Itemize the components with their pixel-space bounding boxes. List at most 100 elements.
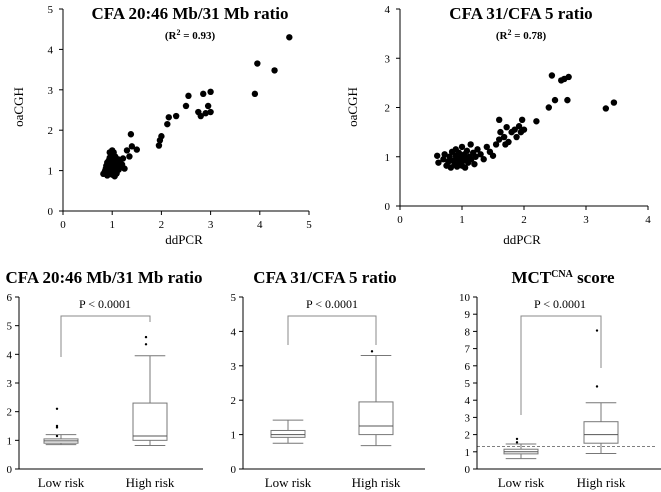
x-tick-label: 1 [459,214,465,226]
scatter-point [505,138,512,146]
scatter-point [564,96,571,104]
y-tick-label: 2 [48,125,54,137]
scatter-point [483,143,490,151]
y-tick-label: 9 [465,309,471,321]
outlier-point [370,350,374,353]
scatter-point [463,147,471,155]
x-tick-label: 3 [208,219,214,231]
scatter-point [434,152,441,159]
outlier-point [55,407,59,410]
scatter-point [251,90,259,98]
y-tick-label: 7 [465,344,471,356]
box-high-risk [358,350,394,447]
outlier-point [144,335,148,339]
box-high-risk [583,329,619,455]
scatter-point [103,166,110,173]
box-low-risk [503,437,539,460]
scatter-point [109,147,116,154]
y-tick-label: 2 [231,395,237,407]
y-tick-label: 4 [465,395,471,407]
scatter-point [158,133,165,140]
y-tick-label: 4 [7,349,13,361]
chart-title: CFA 20:46 Mb/31 Mb ratio [91,4,288,23]
scatter-point [461,164,469,171]
scatter-point [565,73,572,81]
box-high-risk [132,335,168,446]
x-tick-label: 4 [257,219,263,231]
y-tick-label: 0 [231,464,237,476]
scatter-point [440,156,447,163]
scatter-point [123,147,131,154]
scatter-point [165,114,172,121]
scatter-point [271,67,278,74]
scatter-panel-cfa31-cfa5: CFA 31/CFA 5 ratio (R2 = 0.78) ddPCR oaC… [345,4,651,247]
scatter-point [182,102,190,110]
y-tick-label: 3 [465,412,471,424]
scatter-point [164,120,171,128]
y-tick-label: 4 [385,4,391,16]
scatter-point [496,116,503,124]
scatter-point [477,151,484,158]
p-value-label: P < 0.0001 [534,297,586,311]
category-label: High risk [352,475,401,490]
outlier-point [595,329,599,332]
y-tick-label: 6 [465,361,471,373]
box-iqr [270,429,306,438]
boxplot-panel-mct-score: MCTCNA score P < 0.0001 Low risk High ris… [459,268,661,490]
outlier-point [55,424,59,428]
y-tick-label: 8 [465,326,471,338]
x-tick-label: 0 [60,219,66,231]
y-axis-label: oaCGH [11,87,26,127]
scatter-point [610,99,618,106]
x-tick-label: 2 [159,219,165,231]
chart-title: CFA 20:46 Mb/31 Mb ratio [5,268,202,287]
scatter-point [518,116,526,124]
scatter-point [128,143,136,150]
boxplot-panel-cfa20-46: CFA 20:46 Mb/31 Mb ratio P < 0.0001 Low … [5,268,203,490]
scatter-point [520,126,528,133]
scatter-point [467,141,474,148]
scatter-point [458,143,466,151]
y-tick-label: 1 [48,166,54,178]
x-tick-label: 2 [521,214,527,226]
scatter-point [445,158,452,165]
y-tick-label: 6 [7,292,13,304]
scatter-point [435,159,442,166]
scatter-point [533,118,540,125]
scatter-point [496,136,503,143]
significance-bracket [520,315,602,415]
scatter-point [500,133,508,141]
scatter-point [497,128,504,136]
scatter-point [155,142,163,149]
y-tick-label: 0 [465,464,471,476]
y-tick-label: 2 [7,407,13,419]
y-tick-label: 5 [7,321,13,333]
x-tick-label: 1 [109,219,115,231]
scatter-point [441,151,448,158]
box-low-risk [270,419,306,444]
scatter-point [133,146,140,153]
y-tick-label: 1 [465,447,471,459]
scatter-point [127,131,135,138]
outlier-point [515,441,519,444]
scatter-point [200,90,207,98]
y-tick-label: 0 [7,464,13,476]
category-label: Low risk [38,475,85,490]
x-tick-label: 4 [645,214,651,226]
scatter-point [474,146,481,153]
scatter-point [185,92,192,100]
x-tick-label: 5 [306,219,312,231]
y-tick-label: 0 [385,201,391,213]
scatter-point [286,34,293,41]
y-tick-label: 5 [231,292,237,304]
scatter-point [551,96,559,104]
box-iqr [132,402,168,441]
y-tick-label: 1 [7,435,13,447]
outlier-point [144,343,148,346]
x-tick-label: 3 [583,214,589,226]
scatter-point [545,104,552,111]
y-tick-label: 3 [385,53,391,65]
boxplot-panel-cfa31-cfa5: CFA 31/CFA 5 ratio P < 0.0001 Low risk Hi… [231,268,425,490]
category-label: High risk [577,475,626,490]
